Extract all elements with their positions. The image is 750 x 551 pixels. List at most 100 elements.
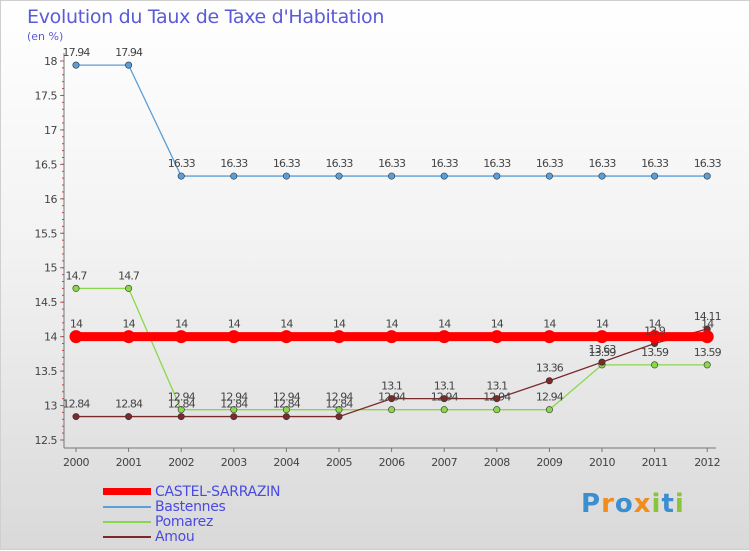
data-label: 14 [280,318,293,331]
data-label: 16.33 [220,157,248,170]
legend-label: CASTEL-SARRAZIN [155,484,281,500]
data-point [493,172,501,180]
data-point [227,330,241,344]
data-label: 14 [333,318,346,331]
data-label: 16.33 [378,157,406,170]
x-tick-label: 2004 [273,456,299,469]
data-point [177,413,185,421]
data-point [493,406,501,414]
x-tick-label: 2011 [642,456,668,469]
y-tick-label: 18 [44,55,57,68]
data-point [440,395,448,403]
data-point [69,330,83,344]
y-tick-label: 14.5 [35,296,58,309]
data-point [72,413,80,421]
legend-swatch [103,506,151,508]
data-point [332,330,346,344]
data-label: 12.94 [536,391,564,404]
x-tick-label: 2012 [694,456,720,469]
data-label: 13.59 [589,346,617,359]
y-tick-label: 13 [44,400,57,413]
logo-letter: i [674,489,685,519]
y-tick-label: 17 [44,124,57,137]
data-label: 13.9 [644,325,666,338]
data-label: 14 [385,318,398,331]
data-point [651,361,659,369]
x-tick-label: 2005 [326,456,352,469]
logo-letter: r [601,489,615,519]
data-label: 14 [175,318,188,331]
data-point [335,406,343,414]
data-label: 12.94 [273,391,301,404]
data-point [230,172,238,180]
data-label: 14 [543,318,556,331]
data-label: 17.94 [63,46,91,59]
y-tick-label: 16.5 [35,158,58,171]
data-point [174,330,188,344]
chart-subtitle: (en %) [27,30,64,43]
data-label: 12.84 [63,398,91,411]
data-point [122,330,136,344]
x-tick-label: 2000 [63,456,89,469]
data-label: 12.94 [431,391,459,404]
data-point [703,361,711,369]
chart-axes: 12.5 13 13.5 14 14.5 15 15.5 16 16.5 17 17.5 18 2000… [35,53,721,469]
chart-title: Evolution du Taux de Taxe d'Habitation [27,6,385,28]
data-point [388,395,396,403]
logo-letter: x [633,489,652,519]
data-point [545,172,553,180]
data-point [440,406,448,414]
data-point [598,358,606,366]
data-label: 17.94 [115,46,143,59]
data-label: 14 [228,318,241,331]
data-point [385,330,399,344]
data-label: 16.33 [641,157,669,170]
data-label: 16.33 [483,157,511,170]
y-tick-label: 12.5 [35,434,58,447]
data-label: 14 [491,318,504,331]
data-point [440,172,448,180]
legend-label: Amou [155,529,195,545]
legend-label: Bastennes [155,499,226,515]
data-label: 14.11 [694,310,721,323]
data-point [282,406,290,414]
data-label: 12.84 [220,398,248,411]
legend-swatch [103,488,151,495]
data-labels-layer: 14 14 14 14 14 14 14 14 14 14 14 14 14 17.94 17.94 16.3… [63,46,723,411]
data-point [72,61,80,69]
logo-letter: P [581,489,602,519]
data-label: 12.94 [326,391,354,404]
data-point [651,172,659,180]
data-point [230,406,238,414]
data-label: 16.33 [168,157,196,170]
data-label: 16.33 [536,157,564,170]
data-point [279,330,293,344]
legend-swatch [103,536,151,538]
data-point [388,172,396,180]
legend-label: Pomarez [155,514,214,530]
data-label: 13.59 [694,346,722,359]
x-tick-label: 2007 [431,456,457,469]
data-label: 16.33 [273,157,301,170]
data-label: 16.33 [589,157,617,170]
data-point [595,330,609,344]
data-label: 12.84 [326,398,354,411]
data-point [335,413,343,421]
y-tick-label: 16 [44,193,57,206]
data-point [437,330,451,344]
legend-swatch [103,521,151,523]
data-label: 14 [438,318,451,331]
data-label: 13.36 [536,362,564,375]
data-point [703,172,711,180]
y-tick-label: 15 [44,262,57,275]
y-tick-label: 13.5 [35,365,58,378]
data-point [542,330,556,344]
x-tick-label: 2009 [536,456,562,469]
data-label: 14.7 [118,269,140,282]
data-label: 12.94 [483,391,511,404]
data-point [282,172,290,180]
data-label: 14 [70,318,83,331]
data-point [72,284,80,292]
